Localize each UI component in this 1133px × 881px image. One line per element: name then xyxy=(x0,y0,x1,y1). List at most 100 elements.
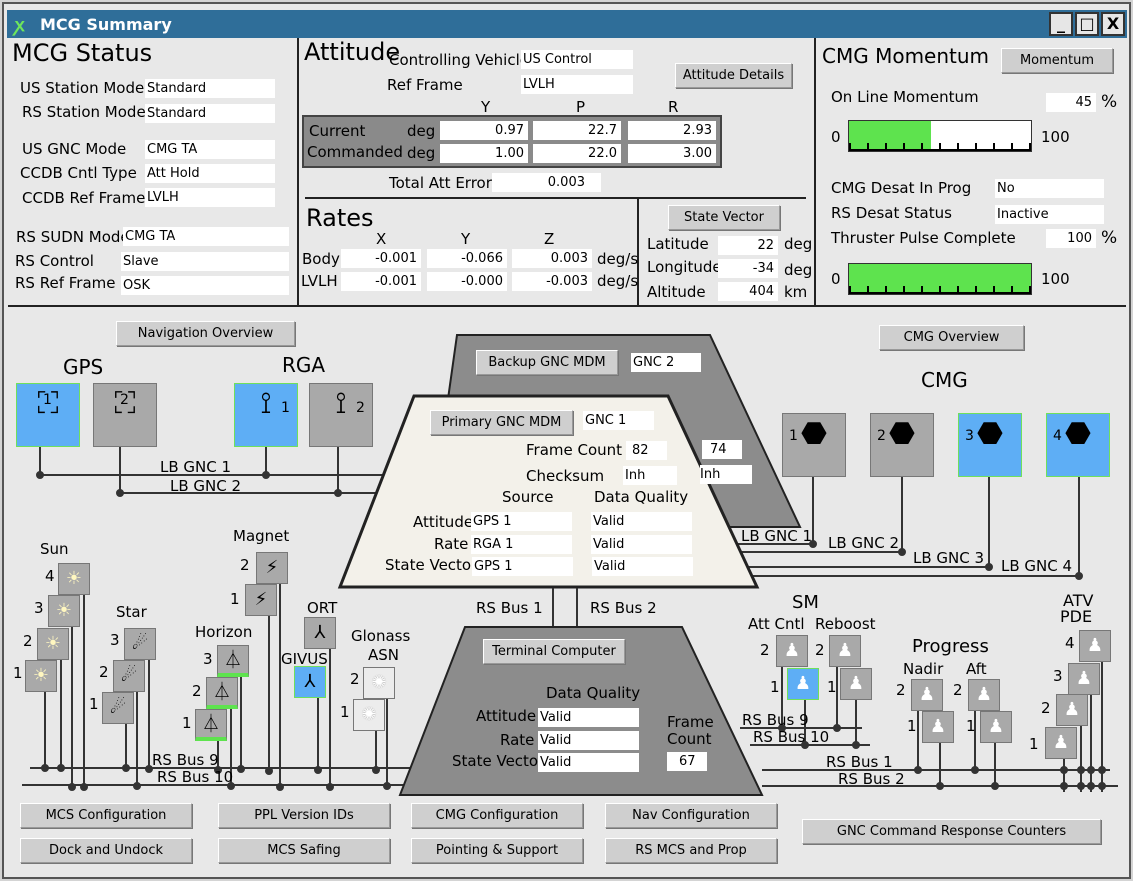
cmg-overview-button[interactable]: CMG Overview xyxy=(879,325,1024,350)
rga-2-icon[interactable]: 2 ⟟ xyxy=(309,383,373,447)
givus-icon[interactable]: ⅄ xyxy=(294,666,326,698)
primary-gnc-mdm-button[interactable]: Primary GNC MDM xyxy=(430,410,573,435)
asn-label: ASN xyxy=(368,646,400,664)
magnetometer-2-icon[interactable]: ⚡ xyxy=(256,552,288,584)
nadir-1-number: 1 xyxy=(907,717,917,735)
gnc-command-response-counters-button[interactable]: GNC Command Response Counters xyxy=(802,819,1101,844)
asn-1-icon[interactable]: ✺ xyxy=(353,699,385,731)
sun-sensor-3-icon[interactable]: ☀ xyxy=(48,595,80,627)
sm-reboost-1-thruster-icon[interactable]: ♟ xyxy=(840,668,872,700)
body-z: 0.003 xyxy=(512,249,592,268)
altitude-unit: km xyxy=(784,283,808,301)
progress-aft-1-thruster-icon[interactable]: ♟ xyxy=(980,711,1012,743)
sm-att-cntl-2-thruster-icon[interactable]: ♟ xyxy=(776,635,808,667)
dock-and-undock-button[interactable]: Dock and Undock xyxy=(20,838,192,863)
commanded-unit: deg xyxy=(407,144,436,162)
atv-2-number: 2 xyxy=(1041,699,1051,717)
cmg-3-icon[interactable]: 3 ⬣ xyxy=(958,413,1022,477)
close-button[interactable]: X xyxy=(1101,12,1125,36)
body-y: -0.066 xyxy=(427,249,507,268)
state-vector-button[interactable]: State Vector xyxy=(668,205,780,230)
ort-icon[interactable]: ⅄ xyxy=(304,617,336,649)
star-tracker-1-icon[interactable]: ☄ xyxy=(102,692,134,724)
glonass-label: Glonass xyxy=(351,627,411,645)
sun-sensor-4-icon[interactable]: ☀ xyxy=(58,563,90,595)
online-momentum-field: 45 xyxy=(1046,93,1096,112)
online-percent: % xyxy=(1101,92,1118,112)
horizon-sensor-2-icon[interactable]: ⏃ xyxy=(206,677,238,709)
rga-1-icon[interactable]: 1 ⟟ xyxy=(234,383,298,447)
sun-sensor-2-icon[interactable]: ☀ xyxy=(37,628,69,660)
sm-att-cntl-1-thruster-icon[interactable]: ♟ xyxy=(787,668,819,700)
rate-source-label: Rate xyxy=(434,535,469,553)
atv-pde-4-thruster-icon[interactable]: ♟ xyxy=(1079,630,1111,662)
current-unit: deg xyxy=(407,122,436,140)
attitude-quality-field: Valid xyxy=(591,512,692,531)
cmg-1-icon[interactable]: 1 ⬣ xyxy=(782,413,846,477)
cmg-desat-field: No xyxy=(995,179,1104,198)
progress-aft-2-thruster-icon[interactable]: ♟ xyxy=(968,679,1000,711)
star-tracker-2-icon[interactable]: ☄ xyxy=(113,660,145,692)
asn-2-number: 2 xyxy=(350,670,360,688)
gps-1-icon[interactable]: 1 ⛶ xyxy=(16,383,80,447)
cmg-4-icon[interactable]: 4 ⬣ xyxy=(1046,413,1110,477)
body-x: -0.001 xyxy=(341,249,421,268)
source-header: Source xyxy=(502,488,554,506)
maximize-button[interactable]: □ xyxy=(1075,12,1099,36)
pointing-and-support-button[interactable]: Pointing & Support xyxy=(411,838,583,863)
cmg-2-icon[interactable]: 2 ⬣ xyxy=(870,413,934,477)
sun-label: Sun xyxy=(40,540,69,558)
momentum-button[interactable]: Momentum xyxy=(1001,48,1113,73)
thruster-percent: % xyxy=(1101,228,1118,248)
attitude-details-button[interactable]: Attitude Details xyxy=(675,63,792,88)
commanded-y: 1.00 xyxy=(440,144,528,163)
cmg-configuration-button[interactable]: CMG Configuration xyxy=(411,803,583,828)
longitude-label: Longitude xyxy=(647,258,722,276)
magnet-1-number: 1 xyxy=(230,590,240,608)
rs-control-field: Slave xyxy=(121,252,289,271)
sm-reboost-2-thruster-icon[interactable]: ♟ xyxy=(829,635,861,667)
asn-1-number: 1 xyxy=(340,703,350,721)
thruster-pulse-bar xyxy=(848,263,1032,295)
givus-label: GIVUS xyxy=(281,650,328,668)
nav-configuration-button[interactable]: Nav Configuration xyxy=(605,803,777,828)
navigation-overview-button[interactable]: Navigation Overview xyxy=(116,321,295,346)
horizon-3-number: 3 xyxy=(203,650,213,668)
horizon-sensor-1-icon[interactable]: ⏃ xyxy=(195,709,227,741)
rs-mcs-and-prop-button[interactable]: RS MCS and Prop xyxy=(605,838,777,863)
progress-nadir-2-thruster-icon[interactable]: ♟ xyxy=(911,679,943,711)
magnetometer-1-icon[interactable]: ⚡ xyxy=(245,584,277,616)
asn-2-icon[interactable]: ✺ xyxy=(363,667,395,699)
atv-pde-3-thruster-icon[interactable]: ♟ xyxy=(1068,663,1100,695)
rs-desat-label: RS Desat Status xyxy=(831,204,952,222)
atv-pde-1-thruster-icon[interactable]: ♟ xyxy=(1045,727,1077,759)
cmg-desat-label: CMG Desat In Prog xyxy=(831,179,972,197)
atv-pde-2-thruster-icon[interactable]: ♟ xyxy=(1056,694,1088,726)
rs-bus-9-left-label: RS Bus 9 xyxy=(152,751,219,769)
backup-gnc-mdm-button[interactable]: Backup GNC MDM xyxy=(476,350,618,375)
terminal-attitude-label: Attitude xyxy=(476,707,537,725)
minimize-button[interactable]: _ xyxy=(1049,12,1073,36)
star-tracker-3-icon[interactable]: ☄ xyxy=(124,628,156,660)
horizon-sensor-3-icon[interactable]: ⏃ xyxy=(217,645,249,677)
lvlh-y: -0.000 xyxy=(427,272,507,291)
magnet-label: Magnet xyxy=(233,527,290,545)
mcs-configuration-button[interactable]: MCS Configuration xyxy=(20,803,192,828)
rs-bus-2-right-label: RS Bus 2 xyxy=(838,770,905,788)
latitude-label: Latitude xyxy=(647,235,709,253)
rs-station-mode-label: RS Station Mode xyxy=(22,103,146,121)
progress-nadir-1-thruster-icon[interactable]: ♟ xyxy=(922,711,954,743)
horizon-1-number: 1 xyxy=(182,714,192,732)
gps-2-icon[interactable]: 2 ⛶ xyxy=(93,383,157,447)
primary-frame-count-field: 82 xyxy=(626,441,667,460)
rates-title: Rates xyxy=(306,204,374,232)
body-label: Body xyxy=(302,250,340,268)
mcs-safing-button[interactable]: MCS Safing xyxy=(218,838,390,863)
sun-sensor-1-icon[interactable]: ☀ xyxy=(25,660,57,692)
ppl-version-ids-button[interactable]: PPL Version IDs xyxy=(218,803,390,828)
ref-frame-field: LVLH xyxy=(521,75,633,94)
lvlh-z: -0.003 xyxy=(512,272,592,291)
longitude-field: -34 xyxy=(718,259,778,278)
terminal-computer-button[interactable]: Terminal Computer xyxy=(483,639,625,664)
magnet-2-number: 2 xyxy=(240,556,250,574)
